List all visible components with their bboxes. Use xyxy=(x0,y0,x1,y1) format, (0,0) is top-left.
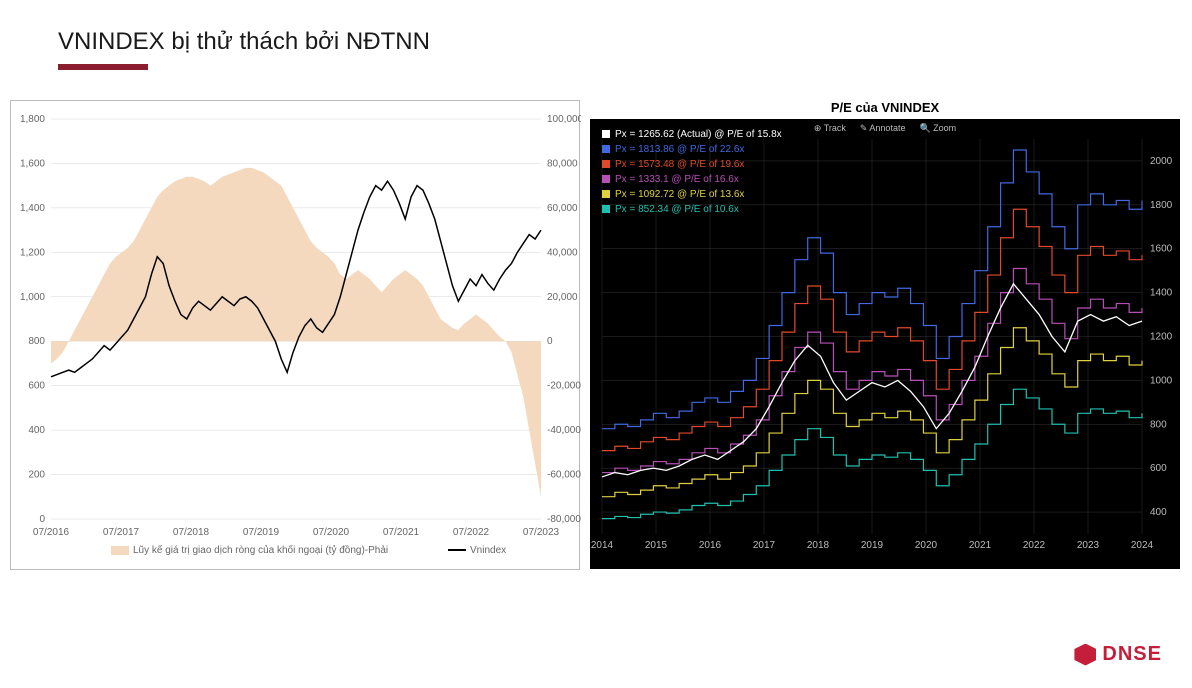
svg-text:80,000: 80,000 xyxy=(547,158,578,169)
svg-text:2022: 2022 xyxy=(1023,540,1046,551)
toolbar-item[interactable]: ⊕ Track xyxy=(814,123,846,134)
svg-text:07/2016: 07/2016 xyxy=(33,527,70,538)
legend-swatch xyxy=(602,130,610,138)
svg-text:07/2019: 07/2019 xyxy=(243,527,280,538)
charts-row: 0 200 400 600 800 1,000 1,200 1,400 1,600 1,800 -8… xyxy=(10,100,1182,570)
legend-label: Px = 1265.62 (Actual) @ P/E of 15.8x xyxy=(615,129,782,140)
right-chart: 400 600 800 1000 1200 1400 1600 1800 2000 2014 201… xyxy=(590,119,1180,569)
svg-text:1,800: 1,800 xyxy=(20,114,45,125)
legend-label: Px = 1333.1 @ P/E of 16.6x xyxy=(615,174,739,185)
svg-text:07/2021: 07/2021 xyxy=(383,527,420,538)
legend-item: Px = 1265.62 (Actual) @ P/E of 15.8x xyxy=(602,127,782,142)
legend-label: Px = 852.34 @ P/E of 10.6x xyxy=(615,204,739,215)
svg-text:0: 0 xyxy=(39,514,45,525)
svg-text:2014: 2014 xyxy=(591,540,614,551)
legend-item: Px = 1573.48 @ P/E of 19.6x xyxy=(602,157,782,172)
legend-swatch xyxy=(602,190,610,198)
legend-item: Px = 1813.86 @ P/E of 22.6x xyxy=(602,142,782,157)
svg-text:07/2018: 07/2018 xyxy=(173,527,210,538)
legend-swatch xyxy=(602,175,610,183)
svg-text:60,000: 60,000 xyxy=(547,203,578,214)
left-chart: 0 200 400 600 800 1,000 1,200 1,400 1,600 1,800 -8… xyxy=(10,100,580,570)
svg-text:2020: 2020 xyxy=(915,540,938,551)
svg-text:1,600: 1,600 xyxy=(20,158,45,169)
page-title: VNINDEX bị thử thách bởi NĐTNN xyxy=(58,28,430,56)
svg-text:1000: 1000 xyxy=(1150,375,1173,386)
legend-swatch xyxy=(602,205,610,213)
svg-text:07/2022: 07/2022 xyxy=(453,527,490,538)
svg-text:-20,000: -20,000 xyxy=(547,381,581,392)
svg-text:600: 600 xyxy=(1150,463,1167,474)
legend-item: Px = 1092.72 @ P/E of 13.6x xyxy=(602,187,782,202)
svg-text:-40,000: -40,000 xyxy=(547,425,581,436)
svg-text:2016: 2016 xyxy=(699,540,722,551)
svg-text:600: 600 xyxy=(28,381,45,392)
svg-text:Vnindex: Vnindex xyxy=(470,545,506,556)
svg-text:1800: 1800 xyxy=(1150,200,1173,211)
svg-text:1400: 1400 xyxy=(1150,288,1173,299)
toolbar-item[interactable]: 🔍 Zoom xyxy=(919,123,956,134)
svg-text:2024: 2024 xyxy=(1131,540,1154,551)
svg-text:-60,000: -60,000 xyxy=(547,470,581,481)
right-chart-title: P/E của VNINDEX xyxy=(590,100,1180,115)
svg-text:2017: 2017 xyxy=(753,540,776,551)
pe-legend: Px = 1265.62 (Actual) @ P/E of 15.8x Px =… xyxy=(602,127,782,217)
logo-text: DNSE xyxy=(1102,643,1162,666)
svg-text:40,000: 40,000 xyxy=(547,247,578,258)
svg-text:100,000: 100,000 xyxy=(547,114,581,125)
legend-label: Px = 1813.86 @ P/E of 22.6x xyxy=(615,144,744,155)
svg-text:400: 400 xyxy=(28,425,45,436)
svg-text:2019: 2019 xyxy=(861,540,884,551)
legend-item: Px = 852.34 @ P/E of 10.6x xyxy=(602,202,782,217)
svg-text:Lũy kế giá trị giao dịch ròng: Lũy kế giá trị giao dịch ròng của khối n… xyxy=(133,544,388,556)
right-chart-wrap: P/E của VNINDEX 400 600 800 1000 1200 1400 160… xyxy=(590,100,1180,570)
svg-text:07/2017: 07/2017 xyxy=(103,527,140,538)
svg-text:0: 0 xyxy=(547,336,553,347)
toolbar-item[interactable]: ✎ Annotate xyxy=(860,123,906,134)
legend-label: Px = 1092.72 @ P/E of 13.6x xyxy=(615,189,744,200)
svg-text:400: 400 xyxy=(1150,507,1167,518)
svg-text:800: 800 xyxy=(1150,419,1167,430)
legend-swatch xyxy=(602,160,610,168)
svg-text:200: 200 xyxy=(28,470,45,481)
pe-toolbar: ⊕ Track ✎ Annotate 🔍 Zoom xyxy=(814,123,956,134)
svg-text:2018: 2018 xyxy=(807,540,830,551)
svg-text:800: 800 xyxy=(28,336,45,347)
legend-swatch xyxy=(602,145,610,153)
svg-text:07/2020: 07/2020 xyxy=(313,527,350,538)
logo-icon xyxy=(1074,644,1096,666)
svg-text:-80,000: -80,000 xyxy=(547,514,581,525)
svg-text:2015: 2015 xyxy=(645,540,668,551)
svg-text:1,000: 1,000 xyxy=(20,292,45,303)
svg-text:2000: 2000 xyxy=(1150,156,1173,167)
svg-text:1,200: 1,200 xyxy=(20,247,45,258)
svg-text:1600: 1600 xyxy=(1150,244,1173,255)
svg-text:2023: 2023 xyxy=(1077,540,1100,551)
svg-text:20,000: 20,000 xyxy=(547,292,578,303)
svg-text:07/2023: 07/2023 xyxy=(523,527,560,538)
svg-text:1,400: 1,400 xyxy=(20,203,45,214)
legend-label: Px = 1573.48 @ P/E of 19.6x xyxy=(615,159,744,170)
legend-item: Px = 1333.1 @ P/E of 16.6x xyxy=(602,172,782,187)
svg-text:2021: 2021 xyxy=(969,540,992,551)
logo: DNSE xyxy=(1074,643,1162,666)
svg-text:1200: 1200 xyxy=(1150,332,1173,343)
title-underline xyxy=(58,64,148,70)
